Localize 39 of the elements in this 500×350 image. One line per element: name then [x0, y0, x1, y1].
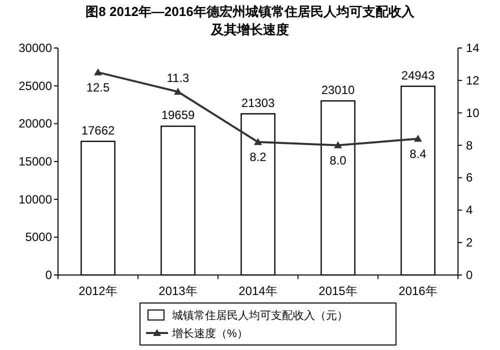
- y-tick-label: 15000: [18, 154, 52, 168]
- y2-tick-label: 8: [466, 138, 473, 152]
- legend-label: 增长速度（%）: [171, 327, 248, 340]
- x-tick-label: 2016年: [398, 284, 438, 298]
- y2-tick-label: 6: [466, 170, 473, 185]
- data-label: 21303: [241, 96, 276, 110]
- data-label: 8.4: [410, 146, 427, 161]
- y2-tick-label: 0: [466, 268, 473, 282]
- y-tick-label: 5000: [25, 230, 52, 244]
- y-tick-label: 20000: [18, 116, 52, 131]
- data-label: 24943: [401, 68, 436, 82]
- y-tick-label: 25000: [18, 78, 52, 93]
- data-label: 19659: [161, 108, 196, 122]
- chart-title: 图8 2012年—2016年德宏州城镇常住居民人均可支配收入: [86, 4, 416, 19]
- data-label: 17662: [81, 123, 116, 138]
- y2-tick-label: 4: [466, 203, 473, 218]
- data-label: 23010: [321, 82, 356, 97]
- y2-tick-label: 12: [466, 73, 480, 88]
- data-label: 11.3: [166, 70, 190, 85]
- x-tick-label: 2013年: [158, 284, 198, 298]
- legend-label: 城镇常住居民人均可支配收入（元）: [171, 309, 348, 322]
- x-tick-label: 2012年: [78, 284, 118, 298]
- data-label: 12.5: [86, 80, 110, 94]
- point: [334, 141, 342, 148]
- x-tick-label: 2015年: [318, 284, 358, 298]
- x-tick-label: 2014年: [238, 284, 278, 298]
- point: [414, 134, 422, 142]
- chart-subtitle: 及其增长速度: [210, 22, 289, 37]
- y2-tick-label: 14: [466, 41, 480, 55]
- point: [94, 68, 102, 76]
- y-tick-label: 10000: [18, 192, 52, 206]
- data-label: 8.0: [330, 153, 347, 168]
- y-tick-label: 0: [45, 268, 52, 282]
- y2-tick-label: 10: [466, 106, 480, 120]
- y-tick-label: 30000: [18, 41, 52, 55]
- data-label: 8.2: [250, 150, 267, 164]
- y2-tick-label: 2: [466, 236, 473, 250]
- point: [174, 88, 182, 95]
- point: [254, 138, 262, 146]
